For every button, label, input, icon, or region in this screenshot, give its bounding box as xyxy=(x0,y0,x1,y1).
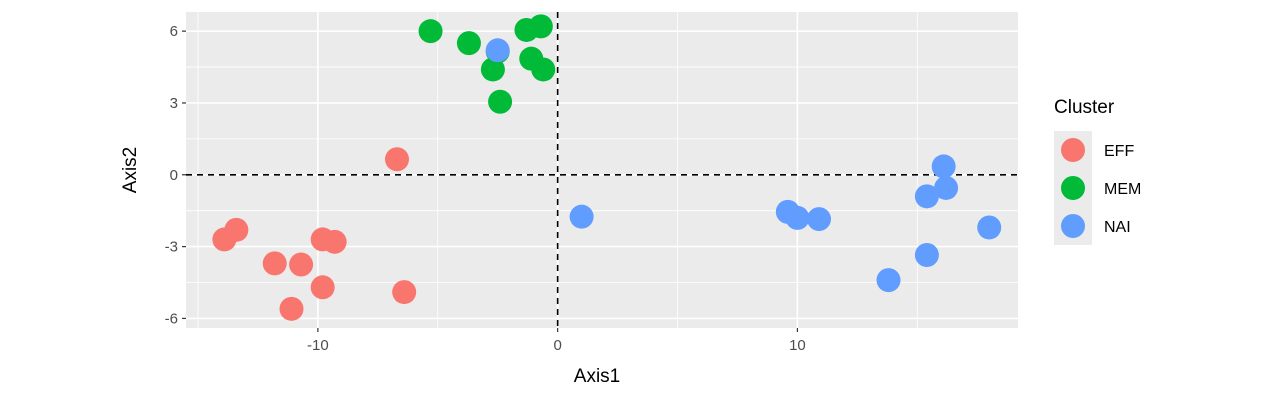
legend-key-mem xyxy=(1061,176,1085,200)
point-nai xyxy=(806,207,831,232)
point-eff xyxy=(224,217,249,242)
point-nai xyxy=(934,175,959,200)
y-axis-title: Axis2 xyxy=(120,147,141,193)
point-eff xyxy=(262,251,287,276)
point-eff xyxy=(322,229,347,254)
x-axis-ticks: -10 0 10 xyxy=(307,328,806,354)
point-mem xyxy=(528,14,553,39)
point-mem xyxy=(531,57,556,82)
legend-key-nai xyxy=(1061,214,1085,238)
point-eff xyxy=(310,275,335,300)
point-nai xyxy=(914,184,939,209)
point-eff xyxy=(392,280,417,305)
point-mem xyxy=(418,19,443,44)
y-tick-label: 6 xyxy=(170,23,178,40)
point-nai xyxy=(569,204,594,229)
y-axis-ticks: -6 -3 0 3 6 xyxy=(165,23,186,327)
x-tick-label: 0 xyxy=(553,337,561,354)
minor-gridlines xyxy=(186,12,1018,328)
y-tick-label: -6 xyxy=(165,310,178,327)
point-mem xyxy=(488,89,513,114)
data-points xyxy=(212,14,1002,321)
point-nai xyxy=(914,242,939,267)
y-tick-label: 3 xyxy=(170,95,178,112)
legend-title: Cluster xyxy=(1054,97,1115,118)
point-nai xyxy=(977,215,1002,240)
y-tick-label: 0 xyxy=(170,167,178,184)
reference-lines xyxy=(186,12,1018,328)
x-tick-label: -10 xyxy=(307,337,329,354)
point-eff xyxy=(279,296,304,321)
point-nai xyxy=(931,154,956,179)
legend-label-eff: EFF xyxy=(1104,143,1134,160)
x-tick-label: 10 xyxy=(789,337,806,354)
point-mem xyxy=(480,57,505,82)
legend-key-eff xyxy=(1061,138,1085,162)
x-axis-title: Axis1 xyxy=(574,366,620,387)
point-eff xyxy=(384,147,409,172)
point-nai xyxy=(785,205,810,230)
legend-label-mem: MEM xyxy=(1104,181,1141,198)
legend-label-nai: NAI xyxy=(1104,219,1131,236)
point-mem xyxy=(456,31,481,56)
legend: Cluster EFF MEM NAI xyxy=(1054,97,1141,245)
point-nai xyxy=(876,268,901,293)
point-nai xyxy=(485,38,510,63)
point-eff xyxy=(289,252,314,277)
y-tick-label: -3 xyxy=(165,239,178,256)
